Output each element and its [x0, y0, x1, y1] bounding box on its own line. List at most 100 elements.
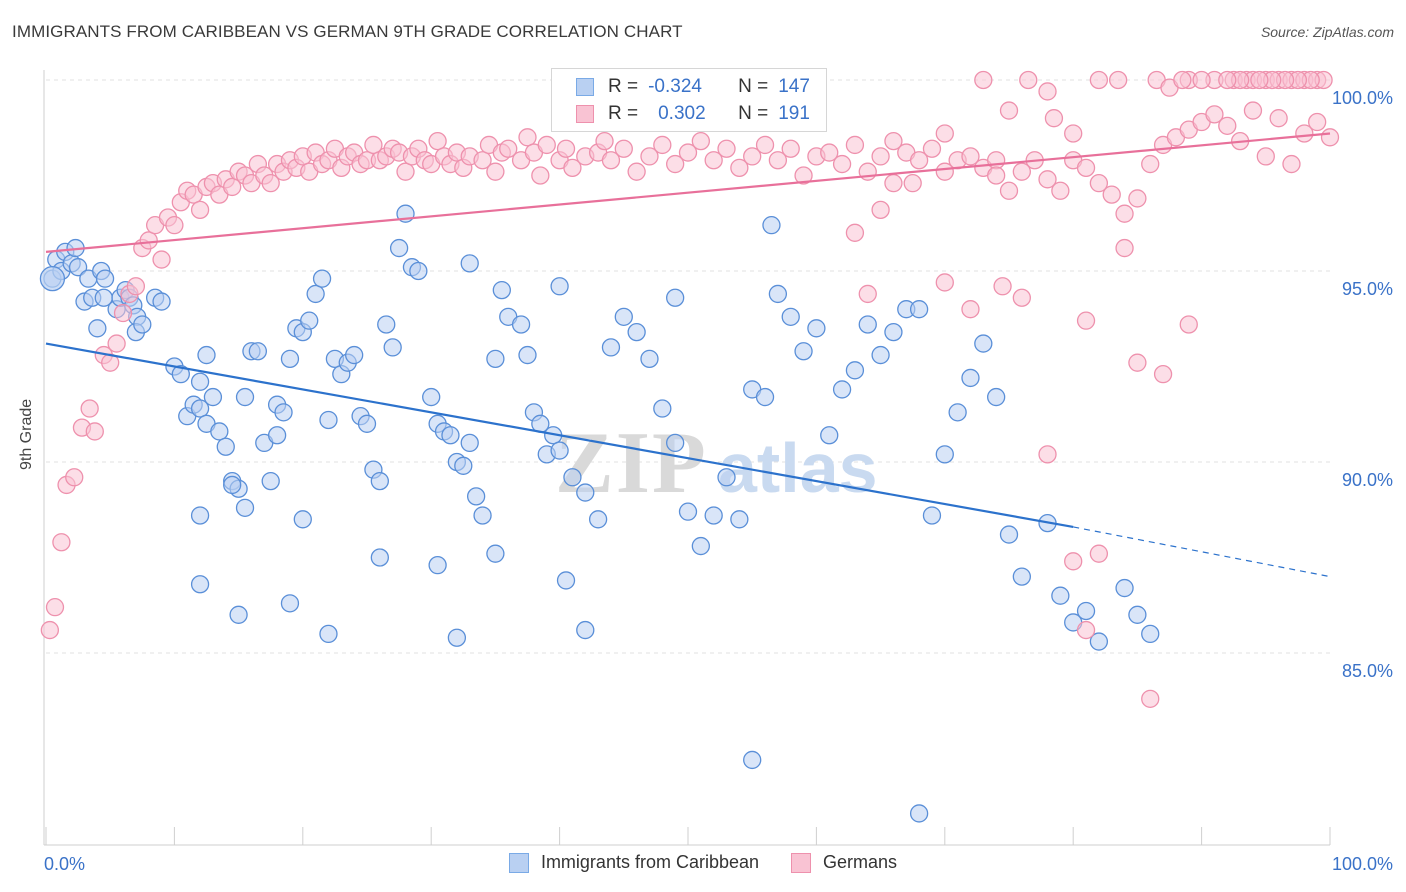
data-point — [447, 628, 467, 647]
data-point — [563, 468, 582, 487]
series-swatch-caribbean — [508, 852, 529, 873]
data-point — [370, 471, 389, 491]
series-swatch-germans — [791, 852, 812, 873]
data-point — [80, 399, 99, 418]
data-point — [743, 147, 762, 166]
data-point — [987, 151, 1006, 170]
data-point — [762, 216, 781, 235]
data-point — [935, 445, 954, 464]
data-point — [922, 506, 942, 525]
data-point — [909, 804, 929, 823]
data-point — [1218, 116, 1237, 135]
data-point — [65, 468, 84, 487]
data-point — [832, 380, 852, 399]
data-point — [274, 403, 293, 422]
data-point — [139, 231, 158, 250]
y-tick-label: 95.0% — [1342, 279, 1393, 299]
data-point — [1295, 124, 1314, 143]
data-point — [190, 506, 210, 525]
data-point — [794, 166, 813, 185]
data-point — [1064, 552, 1083, 571]
data-point — [556, 571, 576, 590]
data-point — [807, 319, 826, 338]
data-point — [909, 151, 929, 170]
x-tick-label: 100.0% — [1332, 854, 1393, 874]
series-legend: Immigrants from Caribbean Germans — [0, 852, 1406, 873]
data-point — [1173, 70, 1192, 90]
y-tick-label: 85.0% — [1342, 661, 1393, 681]
data-point — [999, 101, 1019, 120]
data-point — [1141, 154, 1160, 174]
y-tick-label: 90.0% — [1342, 470, 1393, 490]
data-point — [999, 181, 1019, 200]
data-point — [961, 368, 980, 388]
data-point — [370, 548, 389, 567]
data-point — [1044, 109, 1064, 128]
data-point — [595, 131, 614, 151]
data-point — [987, 166, 1006, 185]
data-point — [267, 426, 287, 445]
data-point — [717, 139, 736, 158]
data-point — [357, 414, 377, 433]
data-point — [884, 322, 903, 342]
data-point — [319, 624, 338, 644]
data-point — [107, 334, 126, 353]
data-point — [1108, 70, 1128, 90]
correlation-legend: R = -0.324 N = 147 R = 0.302 N = 191 — [551, 68, 827, 132]
data-point — [40, 620, 60, 640]
data-point — [730, 510, 749, 529]
data-point — [190, 399, 210, 418]
data-point — [1192, 70, 1211, 90]
data-point — [428, 131, 447, 151]
data-point — [614, 307, 633, 326]
data-point — [409, 261, 428, 281]
data-point — [203, 387, 223, 407]
data-point — [550, 441, 569, 460]
data-point — [52, 533, 71, 552]
data-point — [537, 135, 556, 155]
data-point — [1115, 238, 1134, 258]
data-point — [280, 594, 300, 613]
data-point — [871, 345, 890, 365]
data-point — [216, 437, 235, 456]
data-point — [704, 151, 723, 170]
data-point — [1012, 288, 1031, 307]
y-tick-label: 100.0% — [1332, 88, 1393, 108]
data-point — [88, 319, 107, 338]
data-point — [768, 284, 788, 304]
data-point — [576, 483, 595, 502]
data-point — [563, 158, 582, 178]
data-point — [473, 151, 492, 170]
data-point — [871, 200, 890, 220]
series-legend-germans[interactable]: Germans — [791, 852, 897, 873]
data-point — [1115, 578, 1134, 598]
data-point — [948, 403, 967, 422]
data-point — [1141, 624, 1160, 644]
data-point — [85, 422, 104, 441]
data-point — [1012, 162, 1031, 181]
data-point — [768, 151, 788, 170]
data-point — [614, 139, 633, 158]
data-point — [781, 307, 800, 326]
data-point — [466, 487, 486, 506]
data-point — [486, 162, 505, 181]
legend-n-value: 191 — [778, 103, 810, 124]
data-point — [1179, 315, 1198, 334]
data-point — [364, 135, 383, 155]
data-point — [1128, 189, 1147, 208]
data-point — [845, 135, 865, 155]
data-point — [601, 338, 621, 357]
series-legend-caribbean[interactable]: Immigrants from Caribbean — [508, 852, 759, 873]
data-point — [556, 139, 576, 158]
data-point — [961, 147, 980, 166]
data-points — [39, 70, 1340, 823]
tick-labels: 100.0% 95.0% 90.0% 85.0% 0.0% 100.0% — [44, 88, 1393, 874]
data-point — [300, 311, 319, 330]
data-point — [884, 131, 903, 151]
data-point — [909, 300, 929, 319]
data-point — [210, 422, 229, 441]
data-point — [691, 131, 710, 151]
data-point — [492, 280, 511, 300]
x-tick-label: 0.0% — [44, 854, 85, 874]
